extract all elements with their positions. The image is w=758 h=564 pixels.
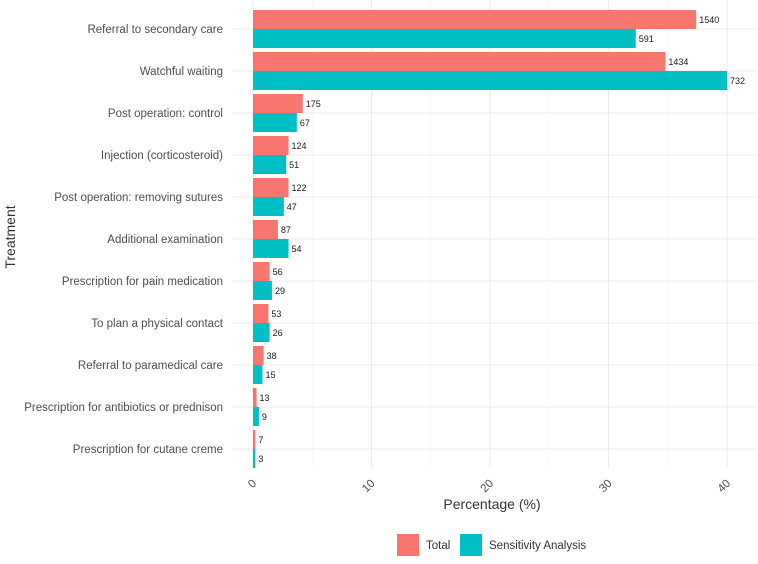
bar-total-6 bbox=[253, 262, 270, 281]
bars bbox=[253, 10, 727, 468]
category-label: Referral to paramedical care bbox=[78, 360, 223, 372]
data-label: 53 bbox=[271, 309, 281, 319]
bar-total-4 bbox=[253, 178, 289, 197]
bar-sensitivity-8 bbox=[253, 365, 263, 384]
bar-total-5 bbox=[253, 220, 278, 239]
bar-sensitivity-0 bbox=[253, 29, 636, 48]
x-tick-label: 0 bbox=[246, 478, 259, 491]
data-label: 26 bbox=[273, 328, 283, 338]
category-labels: Referral to secondary care Watchful waiti… bbox=[24, 24, 224, 456]
y-axis-title: Treatment bbox=[2, 205, 18, 268]
data-label: 122 bbox=[292, 183, 307, 193]
data-label: 51 bbox=[289, 160, 299, 170]
category-label: Post operation: control bbox=[108, 108, 223, 120]
bar-sensitivity-3 bbox=[253, 155, 287, 174]
data-label: 56 bbox=[273, 267, 283, 277]
bar-total-3 bbox=[253, 136, 289, 155]
bar-sensitivity-2 bbox=[253, 113, 297, 132]
data-label: 175 bbox=[306, 99, 321, 109]
x-tick-label: 10 bbox=[360, 478, 378, 496]
data-label: 7 bbox=[258, 435, 263, 445]
x-tick-label: 30 bbox=[597, 478, 615, 496]
data-label: 732 bbox=[730, 76, 745, 86]
bar-total-1 bbox=[253, 52, 666, 71]
bar-sensitivity-7 bbox=[253, 323, 270, 342]
data-label: 1434 bbox=[668, 57, 688, 67]
legend-swatch-total bbox=[397, 534, 419, 556]
data-label: 9 bbox=[262, 412, 267, 422]
category-label: Prescription for cutane creme bbox=[73, 444, 223, 456]
bar-sensitivity-4 bbox=[253, 197, 284, 216]
category-label: Referral to secondary care bbox=[87, 24, 223, 36]
data-label: 29 bbox=[275, 286, 285, 296]
data-label: 591 bbox=[639, 34, 654, 44]
legend: Total Sensitivity Analysis bbox=[397, 534, 586, 556]
legend-swatch-sensitivity bbox=[460, 534, 482, 556]
data-label: 47 bbox=[287, 202, 297, 212]
bar-sensitivity-5 bbox=[253, 239, 289, 258]
bar-total-2 bbox=[253, 94, 303, 113]
x-tick-label: 40 bbox=[716, 478, 734, 496]
bar-total-0 bbox=[253, 10, 697, 29]
data-label: 3 bbox=[258, 454, 263, 464]
x-axis-title: Percentage (%) bbox=[443, 496, 540, 512]
data-label: 38 bbox=[267, 351, 277, 361]
category-label: Injection (corticosteroid) bbox=[101, 150, 223, 162]
data-label: 1540 bbox=[699, 15, 719, 25]
category-label: Prescription for pain medication bbox=[62, 276, 223, 288]
bar-total-9 bbox=[253, 388, 257, 407]
category-label: To plan a physical contact bbox=[91, 318, 223, 330]
category-label: Post operation: removing sutures bbox=[54, 192, 223, 204]
category-label: Watchful waiting bbox=[140, 66, 223, 78]
bar-total-7 bbox=[253, 304, 269, 323]
bar-sensitivity-1 bbox=[253, 71, 727, 90]
legend-label: Sensitivity Analysis bbox=[489, 540, 586, 552]
category-label: Additional examination bbox=[107, 234, 223, 246]
data-label: 54 bbox=[292, 244, 302, 254]
bar-total-10 bbox=[253, 430, 256, 449]
data-label: 124 bbox=[292, 141, 307, 151]
x-tick-labels: 0 10 20 30 40 bbox=[246, 478, 733, 496]
data-label: 13 bbox=[260, 393, 270, 403]
data-label: 15 bbox=[265, 370, 275, 380]
category-label: Prescription for antibiotics or predniso… bbox=[24, 402, 223, 414]
legend-label: Total bbox=[426, 540, 450, 552]
bar-sensitivity-10 bbox=[253, 449, 256, 468]
x-tick-label: 20 bbox=[479, 478, 497, 496]
data-label: 87 bbox=[281, 225, 291, 235]
bar-total-8 bbox=[253, 346, 264, 365]
bar-sensitivity-6 bbox=[253, 281, 272, 300]
bar-sensitivity-9 bbox=[253, 407, 259, 426]
data-label: 67 bbox=[300, 118, 310, 128]
